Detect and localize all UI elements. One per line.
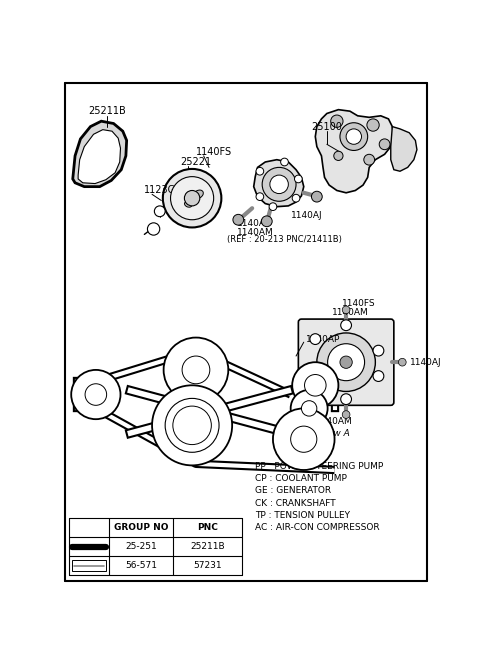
Circle shape	[341, 320, 351, 330]
Ellipse shape	[184, 202, 192, 207]
Circle shape	[262, 216, 272, 227]
Text: (REF : 20-213 PNC/21411B): (REF : 20-213 PNC/21411B)	[227, 235, 342, 244]
Text: A: A	[151, 226, 156, 232]
Circle shape	[328, 344, 365, 380]
Text: 1140AM: 1140AM	[316, 417, 353, 426]
Circle shape	[342, 411, 350, 419]
Circle shape	[398, 358, 406, 366]
Text: TP : TENSION PULLEY: TP : TENSION PULLEY	[255, 511, 350, 520]
Circle shape	[182, 356, 210, 384]
Circle shape	[346, 129, 361, 145]
Circle shape	[291, 390, 328, 427]
Text: 1123GF: 1123GF	[144, 185, 182, 196]
Circle shape	[364, 154, 374, 165]
Text: 1140AJ: 1140AJ	[410, 357, 442, 367]
Circle shape	[152, 385, 232, 465]
Text: 1140FS: 1140FS	[342, 299, 376, 308]
Text: CP : COOLANT PUMP: CP : COOLANT PUMP	[255, 474, 347, 483]
Circle shape	[71, 370, 120, 419]
Polygon shape	[315, 110, 394, 193]
Circle shape	[367, 119, 379, 131]
Polygon shape	[254, 160, 304, 207]
Text: 1140AP: 1140AP	[306, 334, 340, 344]
Circle shape	[85, 384, 107, 405]
Circle shape	[273, 409, 335, 470]
Circle shape	[292, 194, 300, 202]
Text: AC: AC	[297, 434, 311, 444]
Circle shape	[340, 356, 352, 369]
Circle shape	[256, 168, 264, 175]
Circle shape	[304, 374, 326, 396]
Text: 1140AP: 1140AP	[237, 219, 271, 228]
Text: CK : CRANKSHAFT: CK : CRANKSHAFT	[255, 499, 336, 508]
Text: 25211B: 25211B	[190, 542, 225, 551]
Circle shape	[341, 394, 351, 405]
Circle shape	[170, 177, 214, 219]
Circle shape	[164, 338, 228, 402]
Text: PP: PP	[309, 380, 321, 390]
Circle shape	[256, 193, 264, 200]
Text: 25211B: 25211B	[88, 106, 126, 116]
Polygon shape	[78, 129, 120, 183]
Text: AC : AIR-CON COMPRESSOR: AC : AIR-CON COMPRESSOR	[255, 523, 380, 532]
Text: GE : GENERATOR: GE : GENERATOR	[255, 486, 331, 495]
Circle shape	[373, 371, 384, 382]
Circle shape	[373, 346, 384, 356]
Text: 1140FS: 1140FS	[196, 147, 232, 157]
Circle shape	[163, 169, 221, 227]
Circle shape	[317, 333, 375, 392]
Circle shape	[308, 371, 319, 382]
Circle shape	[340, 123, 368, 150]
Circle shape	[295, 175, 302, 183]
Text: CK: CK	[186, 420, 199, 430]
Circle shape	[184, 191, 200, 206]
Text: 57231: 57231	[193, 561, 222, 570]
Circle shape	[155, 206, 165, 217]
Bar	[72, 560, 106, 571]
Text: 56-571: 56-571	[125, 561, 157, 570]
Circle shape	[269, 203, 277, 210]
Polygon shape	[73, 121, 127, 187]
Text: CP: CP	[190, 365, 203, 375]
Circle shape	[342, 306, 350, 313]
Text: GE: GE	[89, 390, 103, 399]
Text: 1140AJ: 1140AJ	[291, 212, 322, 220]
Circle shape	[310, 334, 321, 344]
FancyBboxPatch shape	[299, 319, 394, 405]
Circle shape	[331, 115, 343, 127]
Circle shape	[233, 214, 244, 225]
Circle shape	[379, 139, 390, 150]
Circle shape	[291, 426, 317, 452]
Circle shape	[334, 151, 343, 160]
Circle shape	[292, 362, 338, 409]
Circle shape	[147, 223, 160, 235]
Circle shape	[312, 191, 322, 202]
Text: TP: TP	[303, 403, 315, 413]
Text: PNC: PNC	[197, 523, 218, 532]
Circle shape	[281, 158, 288, 166]
Circle shape	[173, 406, 211, 445]
Circle shape	[270, 175, 288, 194]
Circle shape	[301, 401, 317, 416]
Text: view A: view A	[320, 428, 349, 438]
Polygon shape	[391, 127, 417, 171]
Text: 25221: 25221	[180, 157, 212, 167]
Ellipse shape	[193, 190, 204, 198]
Text: PP   POWER STEERING PUMP: PP POWER STEERING PUMP	[255, 462, 384, 470]
Text: 25-251: 25-251	[125, 542, 157, 551]
Text: 1140AM: 1140AM	[332, 307, 369, 317]
Text: 25100: 25100	[312, 122, 342, 131]
Text: 1140AM: 1140AM	[237, 229, 274, 237]
Circle shape	[262, 168, 296, 201]
Text: GROUP NO: GROUP NO	[114, 523, 168, 532]
